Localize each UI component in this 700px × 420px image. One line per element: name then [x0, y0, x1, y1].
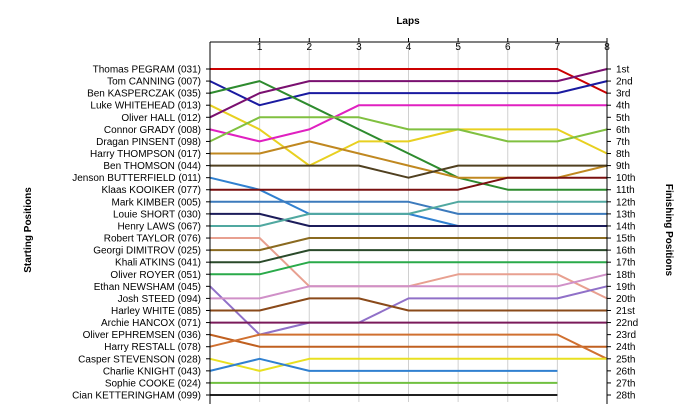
series-line-2 [209, 80, 608, 107]
finishing-position-label-1: 1st [616, 65, 630, 76]
starting-position-label-27: Sophie COOKE (024) [105, 378, 201, 389]
x-tick-label-7: 7 [555, 42, 561, 53]
finishing-position-label-27: 27th [616, 378, 635, 389]
finishing-position-label-3: 3rd [616, 89, 630, 100]
series-line-26 [209, 357, 558, 372]
starting-position-label-18: Oliver ROYER (051) [110, 270, 201, 281]
starting-position-label-24: Harry RESTALL (078) [104, 342, 201, 353]
finishing-position-label-2: 2nd [616, 77, 633, 88]
finishing-position-label-16: 16th [616, 246, 635, 257]
x-tick-label-2: 2 [306, 42, 312, 53]
starting-position-label-12: Mark KIMBER (005) [112, 197, 201, 208]
finishing-position-label-5: 5th [616, 113, 630, 124]
series-line-13 [210, 212, 607, 227]
finishing-position-label-25: 25th [616, 354, 635, 365]
starting-position-label-26: Charlie KNIGHT (043) [103, 366, 201, 377]
starting-position-label-19: Ethan NEWSHAM (045) [94, 282, 201, 293]
series-line-6 [209, 104, 607, 143]
finishing-position-label-8: 8th [616, 149, 630, 160]
x-tick-label-6: 6 [505, 42, 511, 53]
starting-position-label-28: Cian KETTERINGHAM (099) [72, 391, 201, 402]
finishing-position-label-23: 23rd [616, 330, 636, 341]
x-tick-label-8: 8 [604, 42, 610, 53]
starting-position-label-20: Josh STEED (094) [118, 294, 201, 305]
series-line-21 [210, 297, 607, 312]
series-line-24 [209, 333, 608, 360]
finishing-position-label-19: 19th [616, 282, 635, 293]
finishing-position-label-22: 22nd [616, 318, 638, 329]
y-axis-title-right: Finishing Positions [663, 184, 674, 277]
gridlines [259, 44, 608, 402]
series-line-17 [210, 249, 607, 264]
finishing-position-label-11: 11th [616, 185, 635, 196]
finishing-position-label-24: 24th [616, 342, 635, 353]
series-line-1 [210, 68, 608, 94]
finishing-position-label-21: 21st [616, 306, 635, 317]
starting-position-label-1: Thomas PEGRAM (031) [93, 65, 201, 76]
x-tick-label-5: 5 [455, 42, 461, 53]
finishing-position-label-13: 13th [616, 209, 635, 220]
starting-position-label-8: Harry THOMPSON (017) [90, 149, 201, 160]
starting-position-label-2: Tom CANNING (007) [107, 77, 201, 88]
starting-position-label-16: Georgi DIMITROV (025) [93, 246, 201, 257]
series-line-16 [210, 237, 607, 252]
starting-position-label-25: Casper STEVENSON (028) [78, 354, 201, 365]
x-axis-title: Laps [396, 16, 420, 27]
series-line-18 [210, 261, 607, 276]
starting-position-label-17: Khali ATKINS (041) [115, 258, 201, 269]
finishing-position-label-10: 10th [616, 173, 635, 184]
starting-position-label-11: Klaas KOOIKER (077) [102, 185, 201, 196]
finishing-position-label-4: 4th [616, 101, 630, 112]
starting-position-label-6: Connor GRADY (008) [104, 125, 201, 136]
starting-position-label-13: Louie SHORT (030) [113, 209, 201, 220]
starting-position-label-21: Harley WHITE (085) [111, 306, 201, 317]
finishing-position-label-18: 18th [616, 270, 635, 281]
x-tick-label-4: 4 [406, 42, 412, 53]
starting-position-label-3: Ben KASPERCZAK (035) [87, 89, 201, 100]
axes [206, 38, 611, 404]
finishing-position-labels: 1st2nd3rd4th5th6th7th8th9th10th11th12th1… [616, 65, 638, 402]
series-line-23 [209, 333, 607, 348]
x-tick-label-3: 3 [356, 42, 362, 53]
series-line-4 [209, 104, 608, 167]
starting-position-label-15: Robert TAYLOR (076) [104, 234, 201, 245]
x-tick-labels: 1 2 3 4 5 6 7 8 [257, 42, 610, 53]
starting-position-label-14: Henry LAWS (067) [117, 221, 201, 232]
finishing-position-label-6: 6th [616, 125, 630, 136]
series-line-19 [209, 285, 608, 336]
series-line-7 [209, 116, 608, 143]
finishing-position-label-7: 7th [616, 137, 630, 148]
starting-position-label-9: Ben THOMSON (044) [103, 161, 201, 172]
series-line-25 [209, 357, 607, 372]
series-line-14 [210, 200, 607, 227]
starting-position-label-7: Dragan PINSENT (098) [96, 137, 201, 148]
series-line-20 [210, 273, 608, 300]
series-lines [209, 68, 608, 396]
series-line-12 [210, 200, 607, 215]
x-tick-label-1: 1 [257, 42, 263, 53]
starting-position-labels: Thomas PEGRAM (031)Tom CANNING (007)Ben … [72, 65, 201, 402]
series-line-11 [210, 176, 607, 191]
finishing-position-label-26: 26th [616, 366, 635, 377]
finishing-position-label-15: 15th [616, 234, 635, 245]
series-line-9 [210, 164, 607, 179]
finishing-position-label-17: 17th [616, 258, 635, 269]
finishing-position-label-14: 14th [616, 221, 635, 232]
y-axis-title-left: Starting Positions [23, 187, 34, 273]
series-line-5 [209, 68, 608, 119]
finishing-position-label-28: 28th [616, 391, 635, 402]
finishing-position-label-9: 9th [616, 161, 630, 172]
finishing-position-label-12: 12th [616, 197, 635, 208]
starting-position-label-23: Oliver EPHREMSEN (036) [83, 330, 201, 341]
finishing-position-label-20: 20th [616, 294, 635, 305]
starting-position-label-5: Oliver HALL (012) [121, 113, 201, 124]
starting-position-label-10: Jenson BUTTERFIELD (011) [72, 173, 201, 184]
starting-position-label-4: Luke WHITEHEAD (013) [90, 101, 201, 112]
starting-position-label-22: Archie HANCOX (071) [101, 318, 201, 329]
